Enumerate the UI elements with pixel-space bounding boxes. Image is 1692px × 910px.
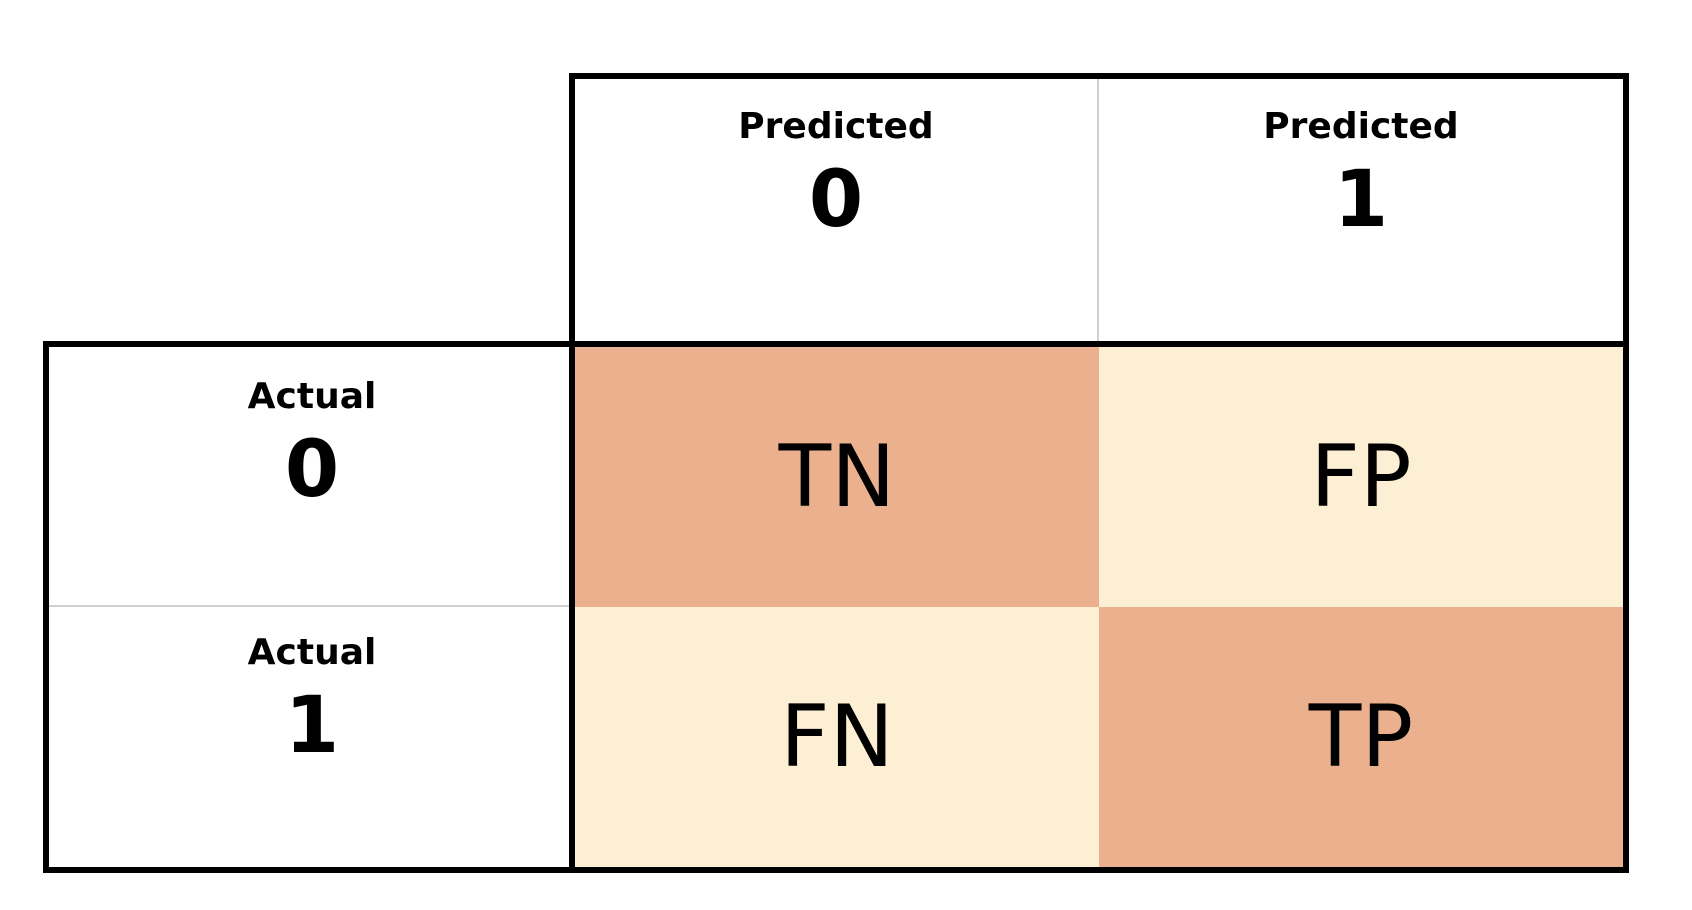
predicted-0-value: 0 — [808, 155, 864, 245]
actual-0-label: Actual — [247, 376, 377, 417]
predicted-header: Predicted 0 Predicted 1 — [569, 73, 1629, 347]
confusion-matrix: TN FP FN TP — [569, 341, 1629, 873]
actual-header: Actual 0 Actual 1 — [43, 341, 575, 873]
predicted-1-label: Predicted — [1263, 106, 1459, 147]
predicted-1-header: Predicted 1 — [1099, 79, 1623, 347]
actual-0-header: Actual 0 — [49, 347, 575, 607]
predicted-0-header: Predicted 0 — [575, 79, 1099, 347]
cell-false-negative: FN — [575, 607, 1099, 867]
cell-true-positive: TP — [1099, 607, 1623, 867]
actual-0-value: 0 — [284, 425, 340, 515]
cell-true-negative: TN — [575, 347, 1099, 607]
actual-1-value: 1 — [284, 681, 340, 771]
cell-false-positive: FP — [1099, 347, 1623, 607]
predicted-1-value: 1 — [1333, 155, 1389, 245]
actual-1-label: Actual — [247, 632, 377, 673]
predicted-0-label: Predicted — [738, 106, 934, 147]
actual-1-header: Actual 1 — [49, 607, 575, 873]
